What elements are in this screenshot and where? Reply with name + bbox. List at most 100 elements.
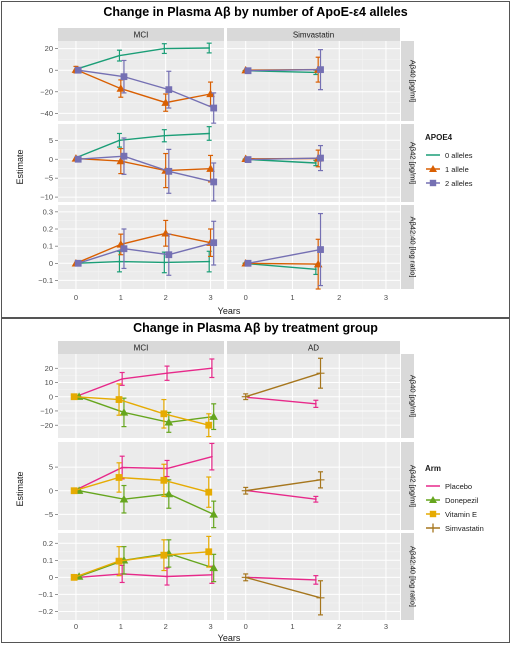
chart-title-treatment: Change in Plasma Aβ by treatment group [133, 321, 378, 335]
x-tick-label: 3 [384, 622, 388, 631]
series-line-placebo [247, 576, 316, 581]
series-line-placebo [76, 456, 213, 490]
data-point [165, 86, 173, 94]
facet-strip-row [401, 124, 414, 202]
y-tick-label: −10 [40, 193, 53, 202]
facet-strip-label: Aβ40 [pg/ml] [409, 375, 418, 417]
data-point [160, 410, 168, 418]
y-tick-label: 0.1 [43, 556, 53, 565]
data-point [74, 66, 82, 74]
series-line-2-alleles [247, 157, 321, 161]
data-point [119, 494, 129, 503]
facet-strip-column [227, 28, 400, 41]
data-point [314, 498, 317, 501]
data-point [164, 418, 174, 426]
legend-key-marker [429, 510, 437, 518]
chart-title-apoe: Change in Plasma Aβ by number of ApoE-ε4… [103, 5, 408, 19]
series-line-placebo [77, 573, 212, 579]
data-point [205, 488, 213, 496]
legend-label: Simvastatin [445, 524, 484, 533]
data-point [120, 245, 128, 253]
data-point [115, 557, 123, 565]
facet-strip-label: MCI [134, 31, 149, 40]
series-line-0-alleles [243, 262, 316, 270]
series-line-simvastatin [245, 479, 321, 492]
x-tick-label: 1 [290, 293, 294, 302]
series-line-0-alleles [74, 260, 210, 264]
x-tick-label: 0 [244, 622, 248, 631]
panel-background [58, 124, 224, 202]
x-tick-label: 2 [337, 293, 341, 302]
x-tick-label: 3 [208, 293, 212, 302]
x-tick-label: 1 [119, 293, 123, 302]
y-tick-label: 5 [49, 136, 53, 145]
data-point [206, 89, 215, 98]
series-line-placebo [247, 396, 316, 405]
y-tick-label: −20 [40, 87, 53, 96]
legend-label: 1 allele [445, 165, 469, 174]
data-point [165, 251, 173, 259]
data-point [314, 402, 317, 405]
data-point [208, 47, 211, 49]
data-point [317, 66, 324, 74]
legend-label: Placebo [445, 482, 472, 491]
data-point [244, 67, 252, 75]
series-line-vitamin-e [73, 551, 209, 579]
data-point [166, 372, 168, 375]
x-axis-label: Years [218, 306, 241, 316]
y-tick-label: 0 [49, 155, 53, 164]
data-point [70, 393, 78, 401]
data-point [166, 575, 168, 578]
facet-strip-label: Aβ42 [pg/ml] [409, 142, 418, 184]
data-point [116, 156, 126, 165]
series-line-vitamin-e [74, 476, 209, 493]
data-point [205, 421, 213, 429]
y-tick-label: 0.2 [43, 539, 53, 548]
data-point [70, 487, 78, 495]
data-point [206, 164, 215, 172]
legend-label: Vitamin E [445, 510, 477, 519]
facet-strip-row [401, 354, 414, 438]
series-line-2-alleles [247, 248, 321, 264]
facet-strip-label: Aβ40 [pg/ml] [409, 60, 418, 102]
data-point [115, 396, 123, 403]
data-point [244, 259, 252, 267]
data-point [160, 551, 168, 559]
panel-background [227, 205, 400, 289]
data-point [210, 178, 218, 186]
y-tick-label: 0 [49, 486, 53, 495]
data-point [115, 474, 123, 481]
x-axis-label: Years [218, 633, 241, 642]
data-point [210, 367, 213, 370]
y-tick-label: −10 [40, 407, 53, 416]
x-tick-label: 0 [74, 622, 78, 631]
y-tick-label: 0 [49, 259, 53, 268]
data-point [208, 132, 211, 135]
chart-frame-apoe: Change in Plasma Aβ by number of ApoE-ε4… [1, 1, 510, 318]
facet-strip-label: MCI [134, 344, 149, 353]
data-point [121, 466, 124, 469]
series-line-placebo [77, 367, 212, 397]
data-point [209, 563, 218, 572]
x-tick-label: 2 [164, 622, 168, 631]
facet-strip-label: AD [308, 344, 319, 353]
y-axis-label: Estimate [15, 149, 25, 184]
series-line-2-alleles [77, 242, 214, 264]
panel-background [227, 533, 400, 620]
y-tick-label: 0 [49, 573, 53, 582]
y-tick-label: −5 [44, 174, 53, 183]
data-point [160, 476, 168, 484]
x-tick-label: 1 [290, 622, 294, 631]
data-point [317, 246, 324, 253]
data-point [210, 239, 218, 247]
legend-title: APOE4 [425, 133, 453, 142]
data-point [314, 268, 317, 271]
x-tick-label: 2 [164, 293, 168, 302]
data-point [119, 408, 129, 416]
data-point [209, 412, 218, 420]
data-point [314, 162, 317, 164]
facet-strip-column [58, 28, 224, 41]
facet-strip-label: Aβ42:40 [log ratio] [409, 546, 418, 607]
y-tick-label: 0.1 [43, 242, 53, 251]
y-tick-label: 20 [45, 364, 53, 373]
